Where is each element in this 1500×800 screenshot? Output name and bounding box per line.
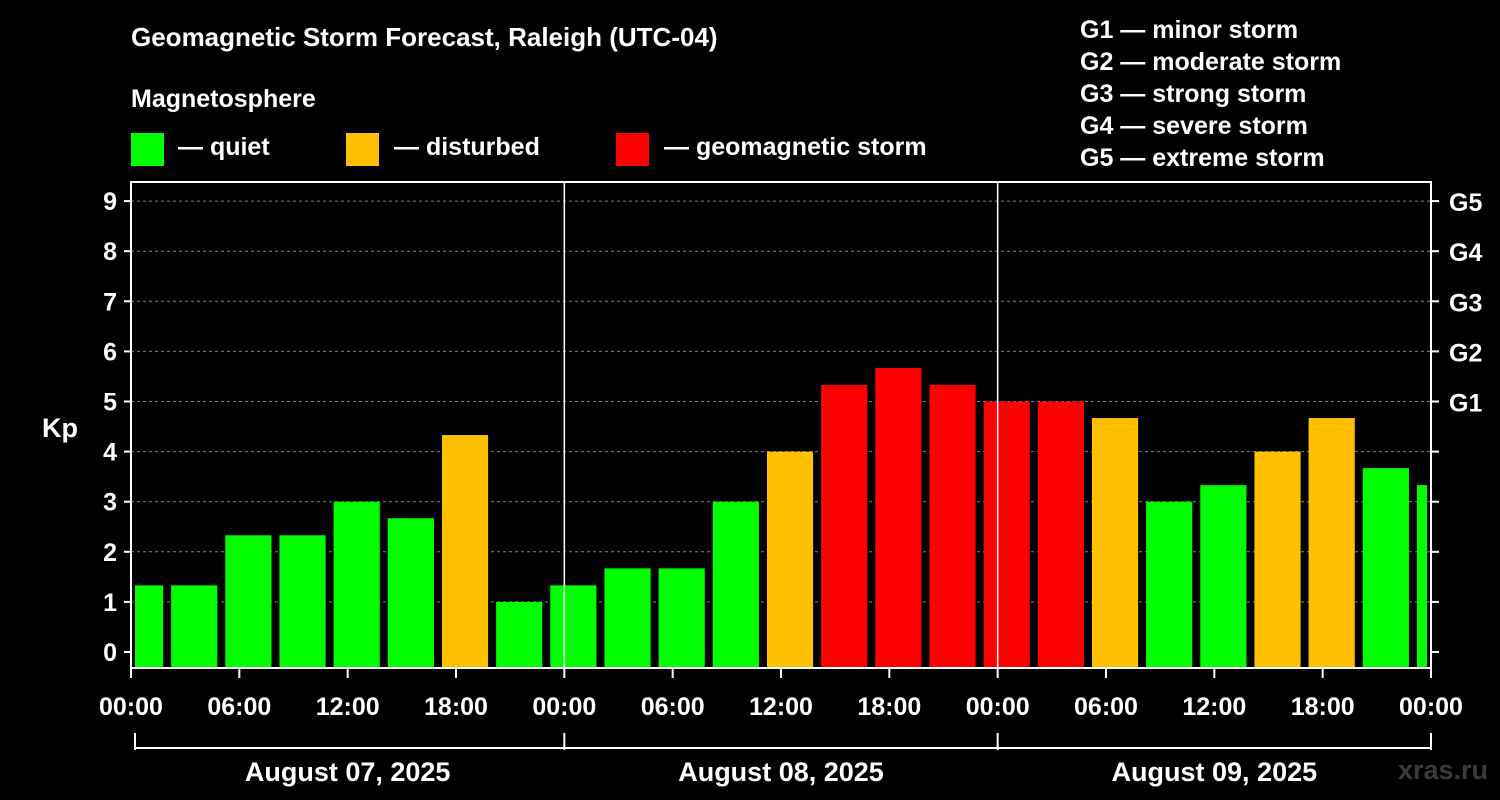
storm-scale-g2: G2 — moderate storm [1080,48,1342,76]
legend-label-disturbed: — disturbed [394,133,540,161]
legend-swatch-quiet [131,133,164,166]
y-tick-label-4: 4 [103,439,117,467]
day-label-0: August 07, 2025 [245,757,451,787]
chart-title: Geomagnetic Storm Forecast, Raleigh (UTC… [131,22,718,52]
storm-scale-g5: G5 — extreme storm [1080,144,1325,172]
x-tick-label-4: 00:00 [532,693,596,721]
bar-19 [1146,501,1193,668]
bar-23 [1362,468,1409,668]
bar-14 [875,367,922,668]
g-level-label-G3: G3 [1449,289,1482,317]
bar-15 [929,384,976,668]
bar-1 [171,585,218,668]
bar-18 [1091,418,1139,668]
y-tick-label-5: 5 [103,389,117,417]
bar-0 [135,585,164,668]
g-level-label-G2: G2 [1449,339,1482,367]
y-tick-label-7: 7 [103,288,117,316]
day-label-2: August 09, 2025 [1112,757,1318,787]
bar-21 [1254,451,1301,668]
x-tick-label-10: 12:00 [1182,693,1246,721]
y-tick-label-1: 1 [103,589,117,617]
bar-13 [821,384,868,668]
legend-label-quiet: — quiet [178,133,270,161]
bar-20 [1200,485,1247,668]
bar-12 [766,451,814,668]
y-tick-label-6: 6 [103,338,117,366]
x-tick-label-9: 06:00 [1074,693,1138,721]
x-tick-label-11: 18:00 [1291,693,1355,721]
bar-2 [225,535,272,668]
y-tick-label-8: 8 [103,238,117,266]
x-tick-label-12: 00:00 [1399,693,1463,721]
legend-swatch-disturbed [346,133,379,166]
storm-scale-list: G1 — minor storm G2 — moderate storm G3 … [1080,14,1341,174]
bar-10 [658,568,705,668]
y-tick-label-2: 2 [103,539,117,567]
legend-swatch-storm [616,133,649,166]
y-tick-label-3: 3 [103,489,117,517]
x-tick-label-5: 06:00 [641,693,705,721]
g-level-label-G4: G4 [1449,239,1482,267]
x-tick-label-1: 06:00 [207,693,271,721]
bar-7 [496,601,543,668]
day-label-1: August 08, 2025 [678,757,884,787]
bar-8 [550,585,597,668]
bar-11 [712,501,759,668]
bar-6 [441,435,489,668]
y-tick-label-0: 0 [103,639,117,667]
x-tick-label-8: 00:00 [966,693,1030,721]
bar-24 [1416,485,1427,668]
y-tick-label-9: 9 [103,188,117,216]
storm-scale-g1: G1 — minor storm [1080,16,1299,44]
g-level-label-G1: G1 [1449,390,1482,418]
bar-3 [279,535,326,668]
bar-9 [604,568,651,668]
watermark: xras.ru [1397,755,1488,785]
bar-16 [983,401,1030,668]
y-axis-label: Kp [42,413,78,443]
legend-label-storm: — geomagnetic storm [664,133,927,161]
storm-scale-g3: G3 — strong storm [1080,80,1307,108]
g-level-label-G5: G5 [1449,189,1482,217]
x-tick-label-7: 18:00 [857,693,921,721]
x-tick-label-6: 12:00 [749,693,813,721]
x-tick-label-3: 18:00 [424,693,488,721]
x-tick-label-0: 00:00 [99,693,163,721]
bar-4 [333,501,380,668]
legend-title: Magnetosphere [131,85,316,113]
storm-scale-g4: G4 — severe storm [1080,112,1308,140]
bar-5 [387,518,434,668]
bar-17 [1037,401,1084,668]
bar-22 [1308,418,1355,668]
x-tick-label-2: 12:00 [316,693,380,721]
